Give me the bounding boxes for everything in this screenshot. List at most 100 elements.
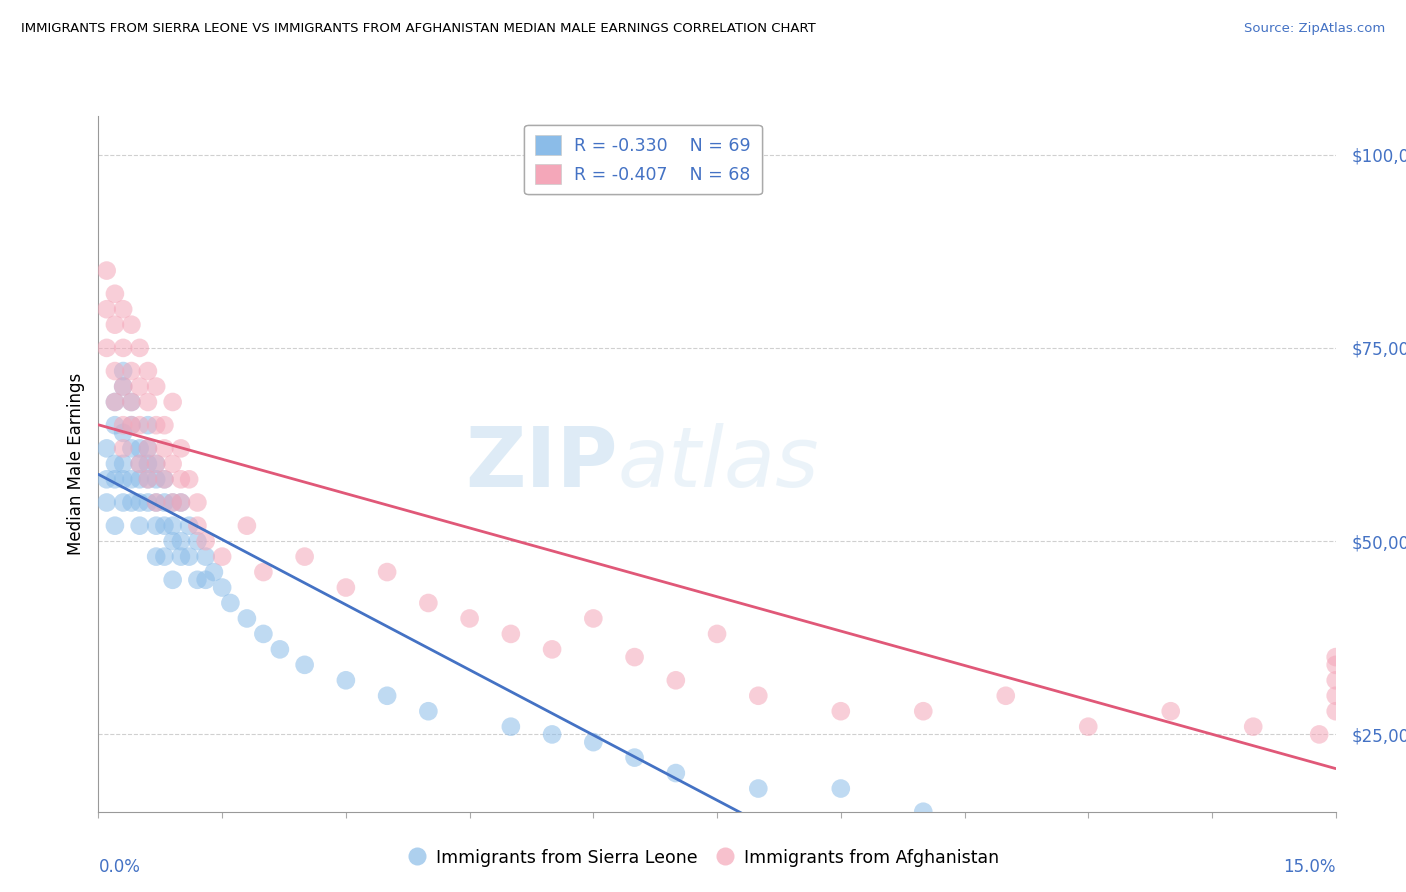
Text: IMMIGRANTS FROM SIERRA LEONE VS IMMIGRANTS FROM AFGHANISTAN MEDIAN MALE EARNINGS: IMMIGRANTS FROM SIERRA LEONE VS IMMIGRAN… — [21, 22, 815, 36]
Point — [335, 581, 357, 595]
Point — [1324, 689, 1347, 703]
Point — [1324, 650, 1347, 665]
Point — [1324, 704, 1347, 718]
Point — [136, 364, 159, 378]
Point — [994, 689, 1017, 703]
Y-axis label: Median Male Earnings: Median Male Earnings — [66, 373, 84, 555]
Point — [179, 518, 201, 533]
Point — [153, 518, 176, 533]
Point — [541, 642, 564, 657]
Point — [136, 457, 159, 471]
Point — [170, 549, 193, 564]
Point — [1241, 720, 1264, 734]
Point — [120, 318, 142, 332]
Point — [747, 781, 769, 796]
Point — [162, 495, 184, 509]
Point — [120, 495, 142, 509]
Point — [194, 573, 217, 587]
Point — [186, 518, 208, 533]
Point — [623, 650, 645, 665]
Point — [375, 565, 398, 579]
Point — [499, 720, 522, 734]
Point — [104, 518, 127, 533]
Point — [128, 472, 150, 486]
Point — [145, 495, 167, 509]
Point — [170, 495, 193, 509]
Point — [96, 495, 118, 509]
Point — [665, 673, 688, 688]
Point — [219, 596, 242, 610]
Point — [96, 302, 118, 317]
Point — [96, 341, 118, 355]
Point — [112, 379, 135, 393]
Point — [145, 457, 167, 471]
Point — [104, 457, 127, 471]
Point — [153, 549, 176, 564]
Point — [145, 472, 167, 486]
Point — [582, 735, 605, 749]
Point — [112, 341, 135, 355]
Point — [179, 549, 201, 564]
Point — [418, 704, 440, 718]
Point — [120, 395, 142, 409]
Point — [96, 263, 118, 277]
Point — [162, 534, 184, 549]
Point — [112, 495, 135, 509]
Text: ZIP: ZIP — [465, 424, 619, 504]
Point — [104, 395, 127, 409]
Point — [162, 457, 184, 471]
Point — [418, 596, 440, 610]
Point — [104, 286, 127, 301]
Point — [136, 418, 159, 433]
Point — [128, 418, 150, 433]
Point — [179, 472, 201, 486]
Point — [136, 472, 159, 486]
Point — [294, 657, 316, 672]
Point — [912, 805, 935, 819]
Point — [211, 549, 233, 564]
Point — [145, 549, 167, 564]
Point — [153, 472, 176, 486]
Point — [170, 534, 193, 549]
Point — [136, 472, 159, 486]
Point — [112, 442, 135, 456]
Legend: Immigrants from Sierra Leone, Immigrants from Afghanistan: Immigrants from Sierra Leone, Immigrants… — [399, 842, 1007, 874]
Point — [128, 457, 150, 471]
Point — [145, 379, 167, 393]
Point — [252, 627, 274, 641]
Point — [104, 395, 127, 409]
Point — [128, 518, 150, 533]
Point — [236, 518, 259, 533]
Point — [120, 395, 142, 409]
Point — [1324, 657, 1347, 672]
Point — [136, 442, 159, 456]
Point — [112, 472, 135, 486]
Point — [202, 565, 225, 579]
Point — [170, 442, 193, 456]
Text: 0.0%: 0.0% — [98, 858, 141, 876]
Point — [120, 418, 142, 433]
Point — [112, 364, 135, 378]
Point — [162, 573, 184, 587]
Point — [499, 627, 522, 641]
Point — [104, 472, 127, 486]
Point — [112, 425, 135, 440]
Point — [145, 418, 167, 433]
Point — [104, 418, 127, 433]
Point — [186, 495, 208, 509]
Point — [128, 442, 150, 456]
Point — [170, 495, 193, 509]
Point — [120, 418, 142, 433]
Point — [458, 611, 481, 625]
Point — [1160, 704, 1182, 718]
Point — [104, 364, 127, 378]
Point — [136, 442, 159, 456]
Point — [706, 627, 728, 641]
Point — [112, 302, 135, 317]
Point — [112, 418, 135, 433]
Point — [128, 379, 150, 393]
Point — [830, 781, 852, 796]
Point — [112, 457, 135, 471]
Point — [136, 395, 159, 409]
Point — [136, 495, 159, 509]
